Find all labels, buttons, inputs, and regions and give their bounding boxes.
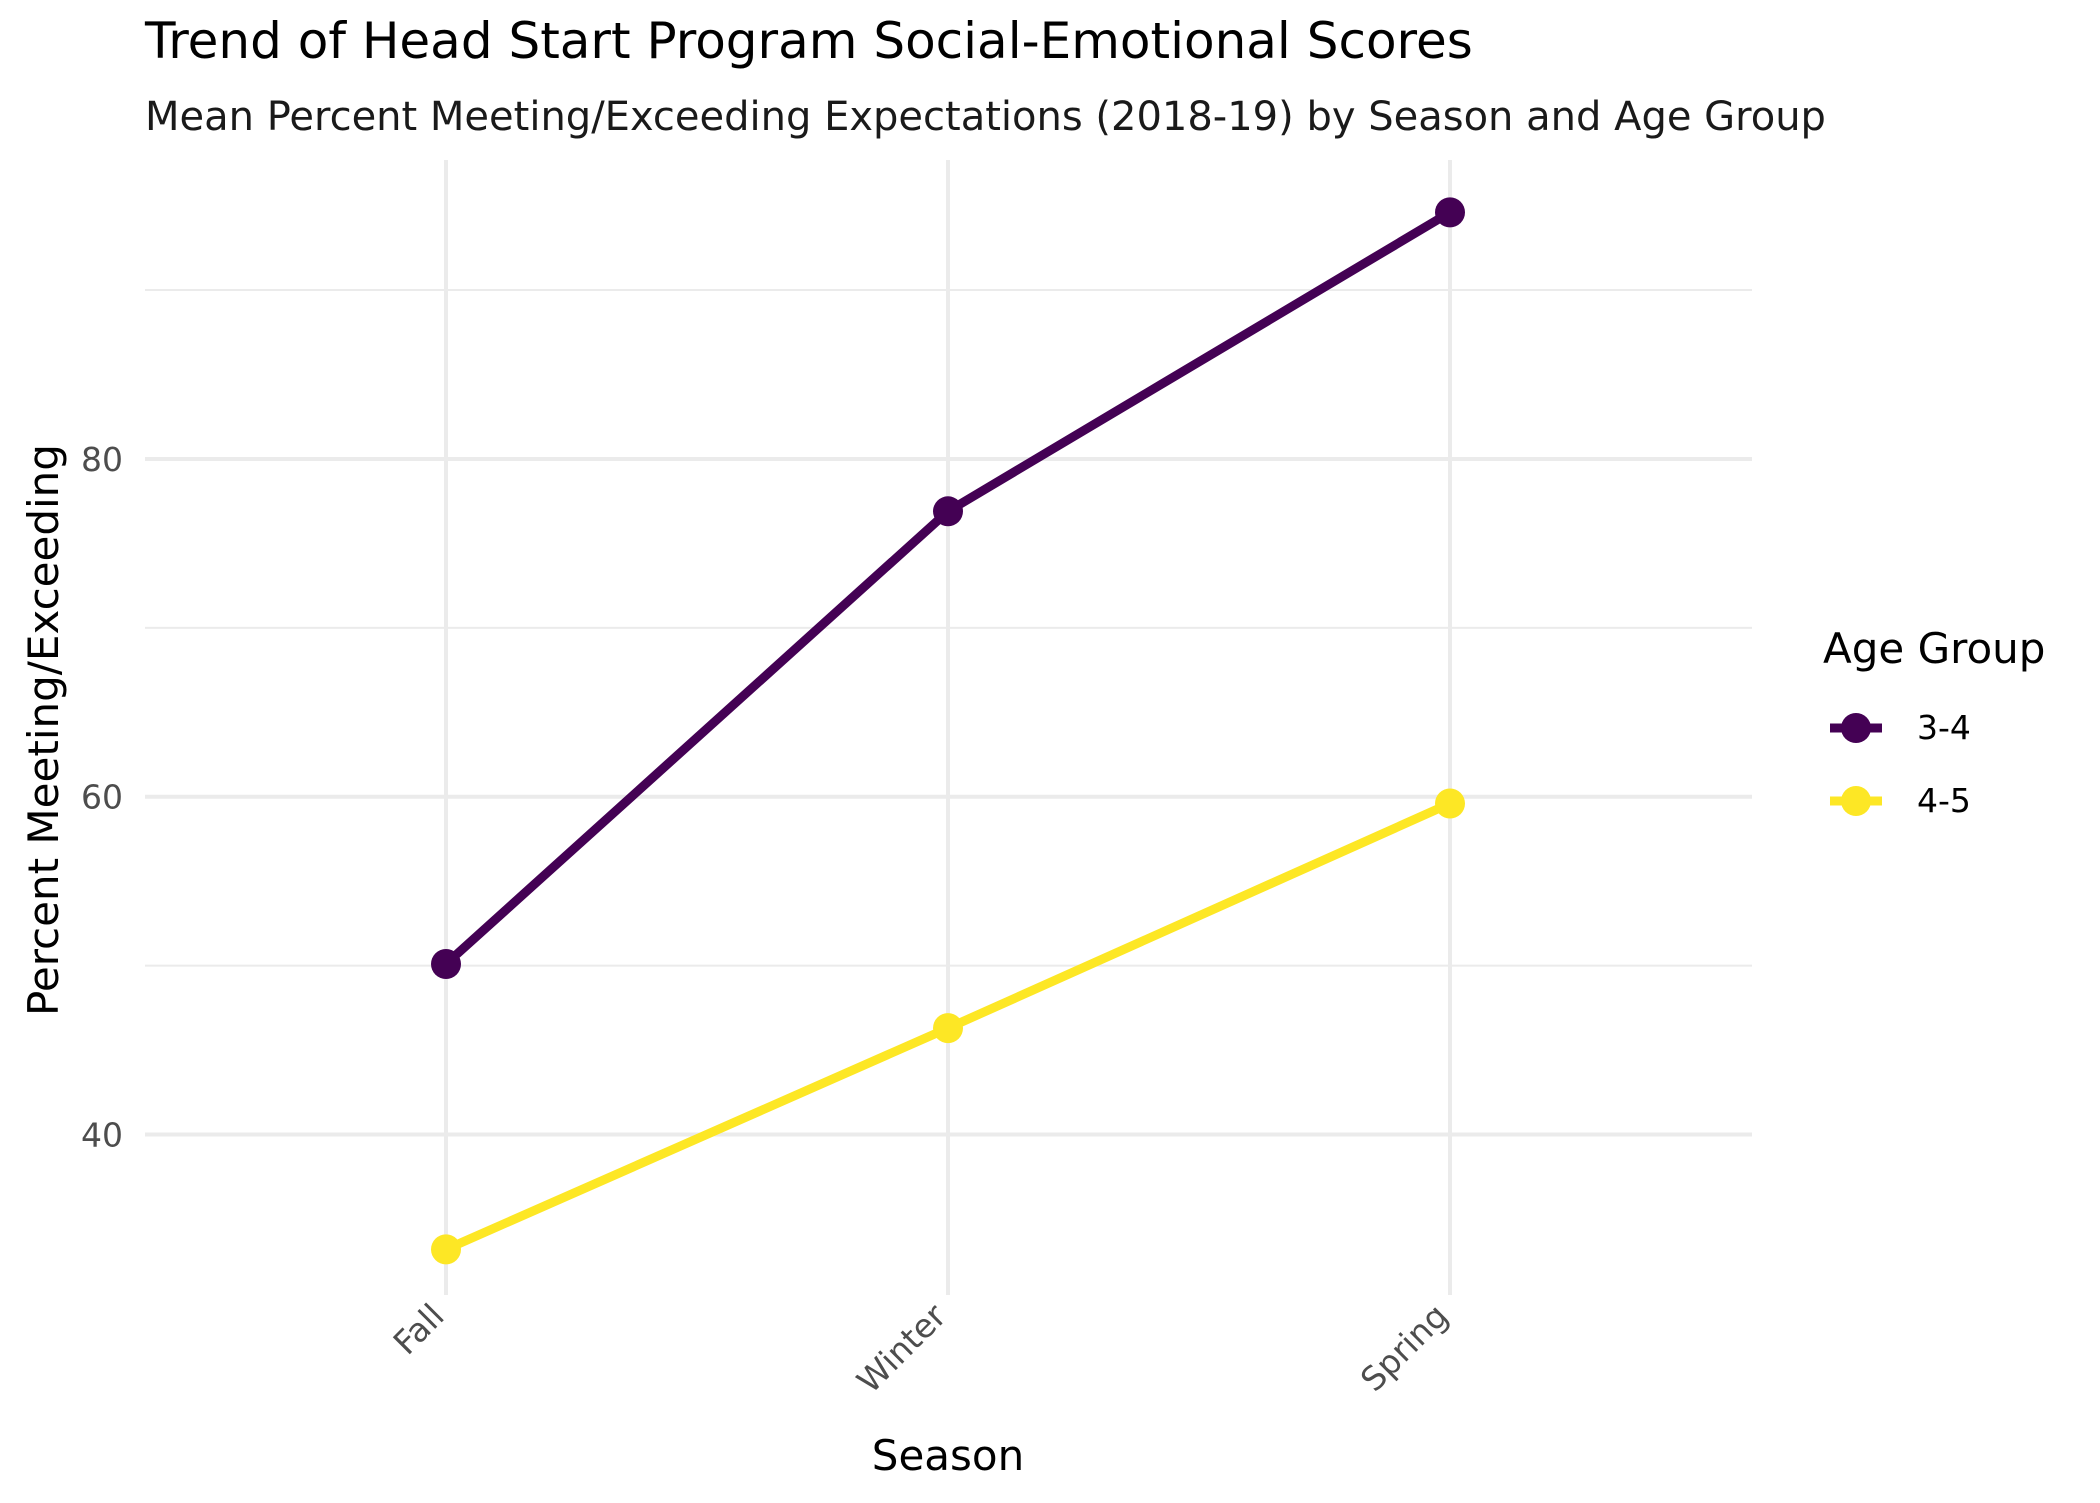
legend-label: 4-5 — [1917, 781, 1971, 820]
y-tick-label: 40 — [81, 1116, 123, 1155]
series-layer — [431, 197, 1465, 1265]
legend-title: Age Group — [1823, 624, 2045, 673]
data-point-4-5 — [933, 1013, 963, 1044]
y-tick-label: 60 — [81, 778, 123, 817]
chart-title: Trend of Head Start Program Social-Emoti… — [144, 12, 1473, 70]
legend-label: 3-4 — [1917, 708, 1971, 747]
data-point-3-4 — [431, 948, 461, 979]
data-point-3-4 — [1435, 197, 1465, 228]
legend: Age Group 3-4 4-5 — [1823, 624, 2045, 820]
legend-key-point — [1841, 786, 1871, 816]
data-point-4-5 — [431, 1234, 461, 1265]
y-tick-label: 80 — [81, 440, 123, 479]
legend-key-point — [1841, 713, 1871, 743]
legend-items: 3-4 4-5 — [1830, 708, 1971, 820]
chart-subtitle: Mean Percent Meeting/Exceeding Expectati… — [145, 94, 1826, 140]
data-point-4-5 — [1435, 788, 1465, 819]
x-axis-title: Season — [872, 1431, 1024, 1480]
grid — [145, 160, 1752, 1295]
y-axis-title: Percent Meeting/Exceeding — [19, 444, 68, 1016]
data-point-3-4 — [933, 496, 963, 527]
